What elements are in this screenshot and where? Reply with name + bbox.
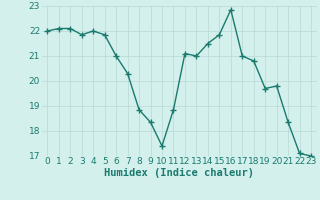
X-axis label: Humidex (Indice chaleur): Humidex (Indice chaleur): [104, 168, 254, 178]
